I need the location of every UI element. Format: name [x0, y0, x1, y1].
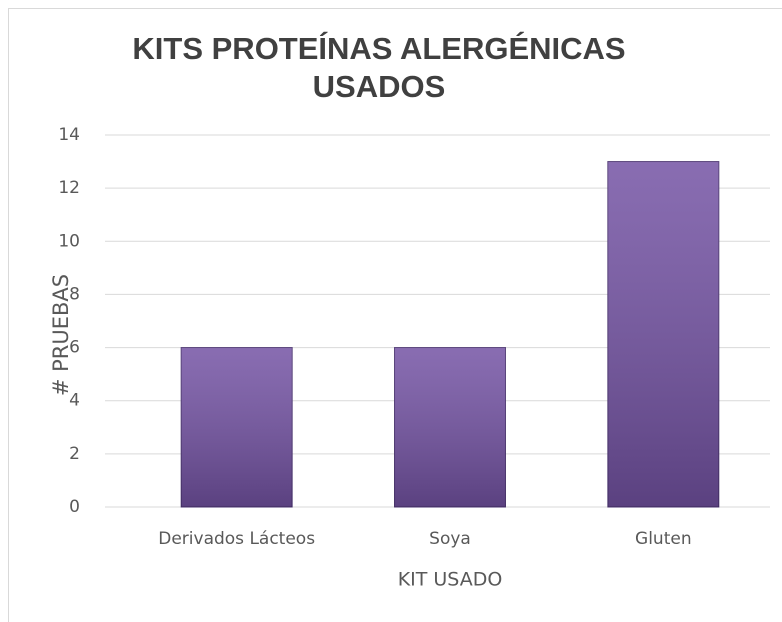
x-tick-label: Derivados Lácteos	[158, 529, 315, 549]
y-tick-label: 6	[69, 338, 80, 358]
y-tick-label: 0	[69, 497, 80, 517]
chart-border	[8, 8, 782, 622]
x-tick-label: Soya	[429, 529, 471, 549]
y-tick-label: 8	[69, 284, 80, 304]
y-tick-label: 4	[69, 391, 80, 411]
x-axis-title: KIT USADO	[398, 569, 503, 591]
y-tick-label: 14	[58, 125, 80, 145]
y-tick-label: 10	[58, 231, 80, 251]
x-tick-label: Gluten	[635, 529, 692, 549]
bar	[607, 161, 720, 508]
bar	[180, 347, 293, 508]
chart-title: KITS PROTEÍNAS ALERGÉNICAS USADOS	[132, 31, 626, 104]
y-tick-label: 2	[69, 444, 80, 464]
bar	[394, 347, 506, 508]
y-tick-label: 12	[58, 178, 80, 198]
y-axis-title: # PRUEBAS	[49, 274, 73, 396]
